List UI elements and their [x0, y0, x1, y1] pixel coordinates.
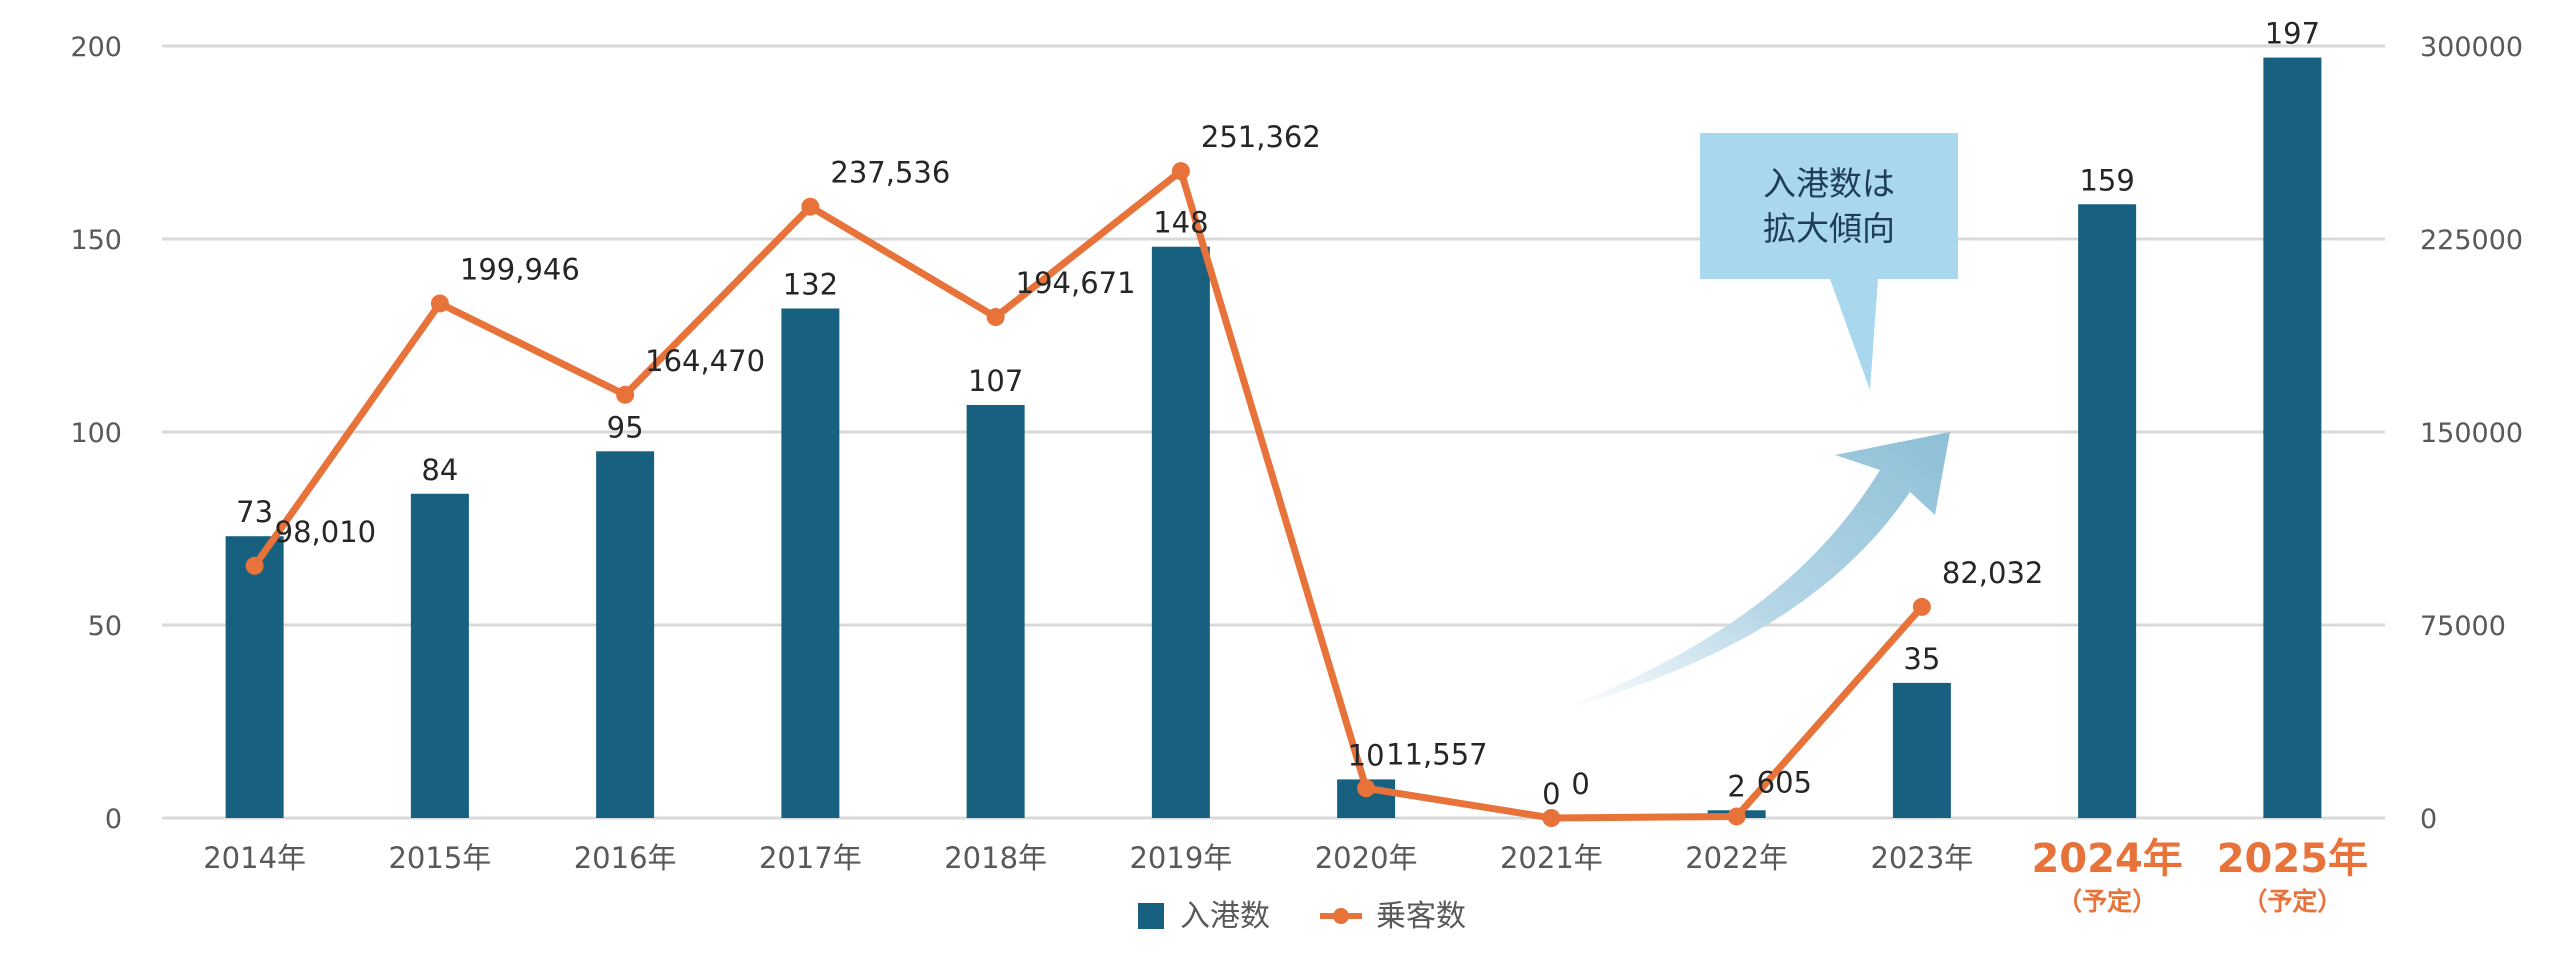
callout-line-2: 拡大傾向 — [1763, 209, 1895, 248]
bar-data-label: 84 — [421, 453, 458, 487]
bar-data-label: 0 — [1542, 777, 1560, 811]
left-axis: 0 50 100 150 200 — [70, 32, 122, 835]
bar-data-label: 197 — [2265, 17, 2320, 51]
right-tick-label: 300000 — [2420, 32, 2523, 63]
line-series — [245, 162, 1931, 827]
callout: 入港数は 拡大傾向 — [1700, 133, 1958, 390]
left-tick-label: 50 — [88, 611, 122, 642]
category-note: （予定） — [2057, 887, 2157, 916]
bar — [596, 451, 655, 818]
category-label: 2024年 — [2031, 836, 2182, 882]
left-tick-label: 100 — [70, 418, 122, 449]
bar — [2263, 57, 2322, 818]
right-tick-label: 75000 — [2420, 611, 2506, 642]
category-label: 2016年 — [574, 841, 677, 875]
callout-pointer — [1830, 279, 1878, 390]
category-axis: 2014年 2015年 2016年 2017年 2018年 2019年 2020年 2021年… — [203, 836, 2368, 916]
line-point — [1542, 809, 1561, 827]
category-label: 2018年 — [944, 841, 1047, 875]
bar-data-label: 148 — [1153, 206, 1208, 240]
bar-series — [225, 57, 2322, 819]
line-point — [986, 308, 1005, 327]
bar — [966, 404, 1025, 818]
line-data-label: 251,362 — [1201, 120, 1321, 154]
line-point — [616, 385, 635, 404]
line-point — [245, 556, 264, 575]
line-data-label: 194,671 — [1016, 266, 1136, 300]
bar — [225, 536, 284, 818]
category-label: 2019年 — [1129, 841, 1232, 875]
trend-arrow — [1562, 432, 1950, 710]
line-point — [1727, 807, 1746, 826]
category-label: 2021年 — [1500, 841, 1603, 875]
legend: 入港数 乗客数 — [1138, 899, 1466, 934]
bar — [1151, 246, 1210, 819]
line-point — [1912, 597, 1931, 616]
category-label: 2025年 — [2217, 836, 2368, 882]
left-tick-label: 150 — [70, 225, 122, 256]
bar-data-label: 73 — [236, 495, 273, 529]
line-data-label: 98,010 — [275, 515, 376, 549]
right-tick-label: 150000 — [2420, 418, 2523, 449]
trend-arrow-icon — [1562, 432, 1950, 710]
line-data-label: 605 — [1757, 765, 1812, 799]
bar-data-label: 95 — [607, 410, 644, 444]
bar-data-label: 2 — [1727, 769, 1745, 803]
line-data-label: 82,032 — [1942, 556, 2043, 590]
right-tick-label: 225000 — [2420, 225, 2523, 256]
bar-data-label: 159 — [2079, 163, 2134, 197]
gridlines — [162, 44, 2385, 820]
line-point — [1171, 162, 1190, 181]
line-point — [430, 294, 449, 313]
line-point — [801, 197, 820, 216]
bar — [1892, 682, 1951, 818]
category-label: 2017年 — [759, 841, 862, 875]
line-point — [1357, 779, 1376, 798]
category-label: 2015年 — [388, 841, 491, 875]
legend-marker-bar — [1138, 903, 1164, 929]
bar — [781, 308, 840, 818]
series-line — [251, 167, 1925, 822]
bar — [410, 493, 469, 818]
legend-marker-dot — [1333, 908, 1349, 924]
line-data-label: 164,470 — [645, 344, 765, 378]
left-tick-label: 200 — [70, 32, 122, 63]
right-axis: 0 75000 150000 225000 300000 — [2420, 32, 2523, 835]
left-tick-label: 0 — [105, 804, 122, 835]
bar — [2078, 204, 2137, 818]
category-label: 2014年 — [203, 841, 306, 875]
line-data-label: 199,946 — [460, 252, 580, 286]
bar-data-labels: 73 84 95 132 107 148 10 0 2 35 159 197 — [236, 17, 2320, 811]
category-label: 2023年 — [1870, 841, 1973, 875]
bar-data-label: 35 — [1903, 642, 1940, 676]
line-data-label: 11,557 — [1386, 737, 1487, 771]
callout-box — [1700, 133, 1958, 279]
legend-label-bar: 入港数 — [1180, 899, 1270, 934]
category-label: 2022年 — [1685, 841, 1788, 875]
line-data-label: 237,536 — [830, 156, 950, 190]
category-label: 2020年 — [1315, 841, 1418, 875]
bar-data-label: 10 — [1348, 738, 1385, 772]
callout-line-1: 入港数は — [1763, 164, 1895, 203]
right-tick-label: 0 — [2420, 804, 2437, 835]
line-data-label: 0 — [1571, 767, 1589, 801]
line-data-labels: 98,010 199,946 164,470 237,536 194,671 251,36… — [275, 120, 2044, 801]
legend-label-line: 乗客数 — [1376, 899, 1466, 934]
bar-data-label: 107 — [968, 364, 1023, 398]
bar-data-label: 132 — [783, 267, 838, 301]
category-note: （予定） — [2242, 887, 2342, 916]
